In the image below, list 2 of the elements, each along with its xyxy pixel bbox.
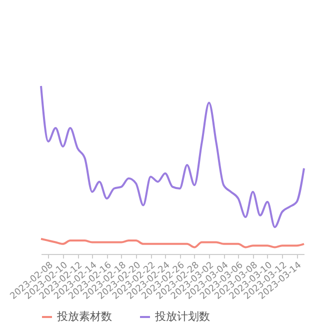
legend-label: 投放素材数: [56, 310, 112, 323]
legend-label: 投放计划数: [154, 310, 210, 323]
